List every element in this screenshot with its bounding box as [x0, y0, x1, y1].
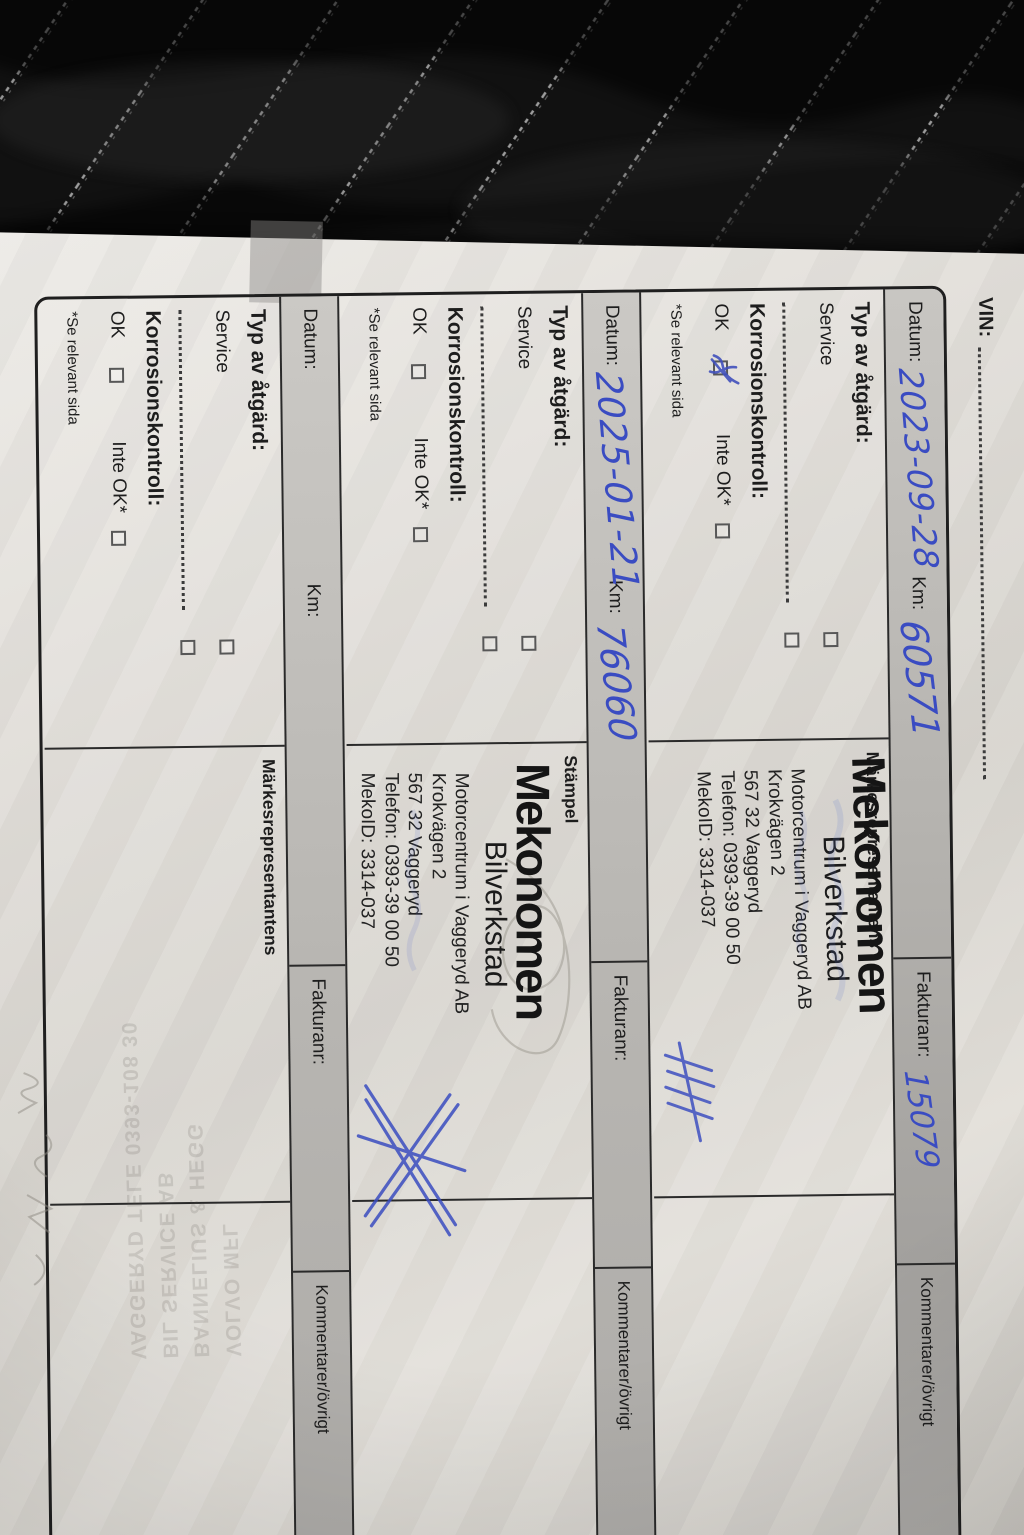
service-record-document: VIN: Datum: 2023-09-28 Km: 60571 Faktura…	[0, 283, 1018, 1535]
datum-value-handwritten: 2025-01-21	[587, 371, 647, 592]
stamp-area-label: Märkesrepresentantens	[258, 758, 282, 956]
header-fakturanr-cell: Fakturanr:	[289, 964, 350, 1271]
stamp-address-line: Krokvägen 2	[427, 772, 449, 880]
kommentarer-label: Kommentarer/övrigt	[312, 1284, 334, 1434]
stamp-address-line: Telefon: 0393-39 00 50	[380, 772, 402, 968]
stamp-cell: Stämpel Mekonomen Bilverkstad Motorcentr…	[346, 743, 593, 1237]
stamp-subtitle: Bilverkstad	[816, 834, 855, 983]
inte-ok-checkbox	[111, 530, 127, 547]
dotted-line	[782, 302, 801, 603]
stamp-address-line: 567 32 Vaggeryd	[403, 772, 426, 917]
fakturanr-label: Fakturanr:	[912, 970, 935, 1058]
header-datum-km-cell: Datum: 2025-01-21 Km: 76060	[583, 292, 647, 961]
ok-label: OK	[408, 306, 430, 335]
dotted-line	[178, 309, 197, 611]
service-checkbox	[823, 632, 839, 648]
korrosionskontroll-label: Korrosionskontroll:	[745, 302, 771, 500]
service-record-table: Datum: 2023-09-28 Km: 60571 Fakturanr: 1…	[34, 285, 963, 1535]
header-fakturanr-cell: Fakturanr:	[591, 960, 651, 1268]
km-value-handwritten: 60571	[891, 619, 949, 739]
korrosionskontroll-label: Korrosionskontroll:	[443, 306, 469, 503]
datum-label: Datum:	[601, 304, 623, 367]
se-relevant-sida-label: *Se relevant sida	[667, 303, 686, 418]
service-label: Service	[513, 305, 536, 370]
ok-label: OK	[710, 303, 732, 332]
record-content: Typ av åtgärd: Service Korrosionskontrol…	[341, 293, 597, 1535]
record-block: Datum: 2025-01-21 Km: 76060 Fakturanr: K…	[339, 292, 658, 1535]
record-block: Datum: 2023-09-28 Km: 60571 Fakturanr: 1…	[641, 288, 960, 1535]
korrosionskontroll-label: Korrosionskontroll:	[141, 310, 167, 507]
stamp-name: Mekonomen	[842, 755, 903, 1014]
datum-label: Datum:	[299, 308, 322, 370]
mekonomen-stamp: Mekonomen Bilverkstad Motorcentrum i Vag…	[355, 762, 560, 1063]
ok-checkbox	[109, 368, 125, 384]
atgard-cell: Typ av åtgärd: Service Korrosionskontrol…	[643, 289, 889, 743]
dotted-line-checkbox	[180, 639, 196, 656]
km-value-handwritten: 76060	[588, 623, 646, 742]
typ-av-atgard-label: Typ av åtgärd:	[246, 308, 271, 452]
fakturanr-label: Fakturanr:	[307, 978, 330, 1066]
header-datum-km-cell: Datum: Km:	[281, 296, 345, 965]
km-label: Km:	[302, 583, 325, 618]
atgard-cell: Typ av åtgärd: Service Korrosionskontrol…	[341, 293, 587, 747]
service-checkbox	[219, 639, 235, 655]
typ-av-atgard-label: Typ av åtgärd:	[850, 301, 875, 444]
dotted-line-checkbox	[482, 636, 498, 652]
ok-checkbox	[713, 360, 729, 376]
header-kommentarer-cell: Kommentarer/övrigt	[896, 1262, 960, 1535]
vin-dotted-line	[977, 347, 987, 780]
header-kommentarer-cell: Kommentarer/övrigt	[293, 1270, 354, 1535]
inte-ok-checkbox	[715, 523, 731, 539]
header-kommentarer-cell: Kommentarer/övrigt	[594, 1266, 656, 1535]
vin-row: VIN:	[973, 297, 1002, 780]
vin-label: VIN:	[974, 297, 997, 338]
kommentarer-label: Kommentarer/övrigt	[917, 1276, 938, 1427]
kommentarer-label: Kommentarer/övrigt	[614, 1280, 635, 1431]
service-checkbox	[521, 635, 537, 651]
fabric-fold	[0, 0, 1024, 126]
datum-value-handwritten	[306, 376, 323, 583]
fakturanr-label: Fakturanr:	[609, 974, 632, 1062]
service-label: Service	[815, 302, 837, 366]
se-relevant-sida-label: *Se relevant sida	[63, 311, 82, 425]
ok-checkbox	[411, 364, 427, 380]
bleedthrough-text: VOLVO MFL BANNELIUS & HEGG BIL SERVICE A…	[113, 1021, 248, 1360]
comments-cell	[654, 1195, 899, 1535]
stamp-address-line: Motorcentrum i Vaggeryd AB	[450, 772, 473, 1015]
service-label: Service	[211, 309, 234, 374]
ok-label: OK	[106, 310, 128, 339]
record-content: Typ av åtgärd: Service Korrosionskontrol…	[39, 296, 295, 1535]
datum-value-handwritten: 2023-09-28	[891, 368, 947, 571]
stamp-address-line: MekoID: 3314-037	[356, 772, 379, 929]
km-label: Km:	[907, 576, 929, 611]
typ-av-atgard-label: Typ av åtgärd:	[548, 305, 573, 448]
inte-ok-label: Inte OK*	[409, 437, 432, 510]
record-block: Datum: Km: Fakturanr: Kommentarer/övrigt…	[37, 296, 356, 1535]
mekonomen-stamp: Mekonomen Bilverkstad Motorcentrum i Vag…	[691, 755, 903, 1062]
dotted-line	[480, 306, 499, 607]
stamp-cell: Märkesrepresentantens Mekonomen Bilverks…	[648, 739, 903, 1199]
stamp-area-label: Stämpel	[560, 755, 582, 824]
record-content: Typ av åtgärd: Service Korrosionskontrol…	[643, 289, 903, 1535]
datum-label: Datum:	[904, 300, 926, 363]
inte-ok-checkbox	[413, 527, 429, 543]
comments-cell	[352, 1199, 597, 1535]
dotted-line-checkbox	[784, 632, 800, 648]
stamp-subtitle: Bilverkstad	[478, 840, 513, 988]
inte-ok-label: Inte OK*	[107, 441, 130, 514]
inte-ok-label: Inte OK*	[711, 433, 734, 506]
fakturanr-value-handwritten: 15079	[896, 1069, 946, 1168]
stamp-name: Mekonomen	[506, 762, 560, 1020]
atgard-cell: Typ av åtgärd: Service Korrosionskontrol…	[39, 296, 285, 750]
se-relevant-sida-label: *Se relevant sida	[365, 307, 384, 422]
